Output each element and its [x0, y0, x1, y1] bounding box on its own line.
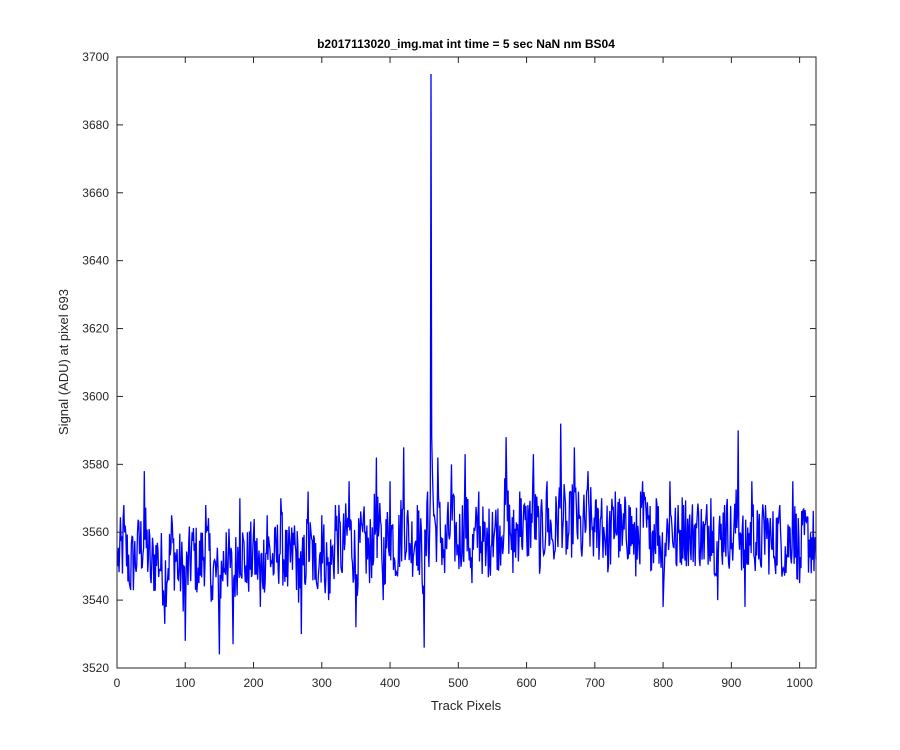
y-tick-label: 3540 — [82, 593, 109, 607]
x-tick-label: 700 — [585, 676, 605, 690]
y-tick-label: 3660 — [82, 186, 109, 200]
y-tick-label: 3560 — [82, 525, 109, 539]
y-tick-label: 3580 — [82, 457, 109, 471]
series-layer — [117, 73, 817, 655]
x-tick-label: 800 — [653, 676, 673, 690]
y-tick-label: 3520 — [82, 661, 109, 675]
x-tick-label: 400 — [380, 676, 400, 690]
x-tick-label: 500 — [448, 676, 468, 690]
x-tick-label: 600 — [517, 676, 537, 690]
y-tick-label: 3700 — [82, 50, 109, 64]
x-tick-label: 300 — [312, 676, 332, 690]
series-line — [117, 73, 817, 655]
plot-frame — [116, 56, 817, 669]
chart-title: b2017113020_img.mat int time = 5 sec NaN… — [317, 37, 615, 51]
y-tick-label: 3620 — [82, 322, 109, 336]
plot-background — [117, 57, 816, 668]
x-tick-label: 100 — [175, 676, 195, 690]
x-tick-label: 1000 — [786, 676, 813, 690]
x-tick-label: 0 — [114, 676, 121, 690]
x-axis-label: Track Pixels — [431, 698, 502, 713]
x-tick-label: 900 — [721, 676, 741, 690]
x-axis: 0 100 200 300 400 500 600 700 800 900 1000 — [114, 57, 813, 690]
x-tick-label: 200 — [244, 676, 264, 690]
y-tick-label: 3680 — [82, 118, 109, 132]
y-tick-label: 3640 — [82, 254, 109, 268]
y-axis-label: Signal (ADU) at pixel 693 — [56, 289, 71, 435]
y-axis: 3520 3540 3560 3580 3600 3620 3640 3660 3680 3700 — [82, 50, 816, 675]
y-tick-label: 3600 — [82, 389, 109, 403]
